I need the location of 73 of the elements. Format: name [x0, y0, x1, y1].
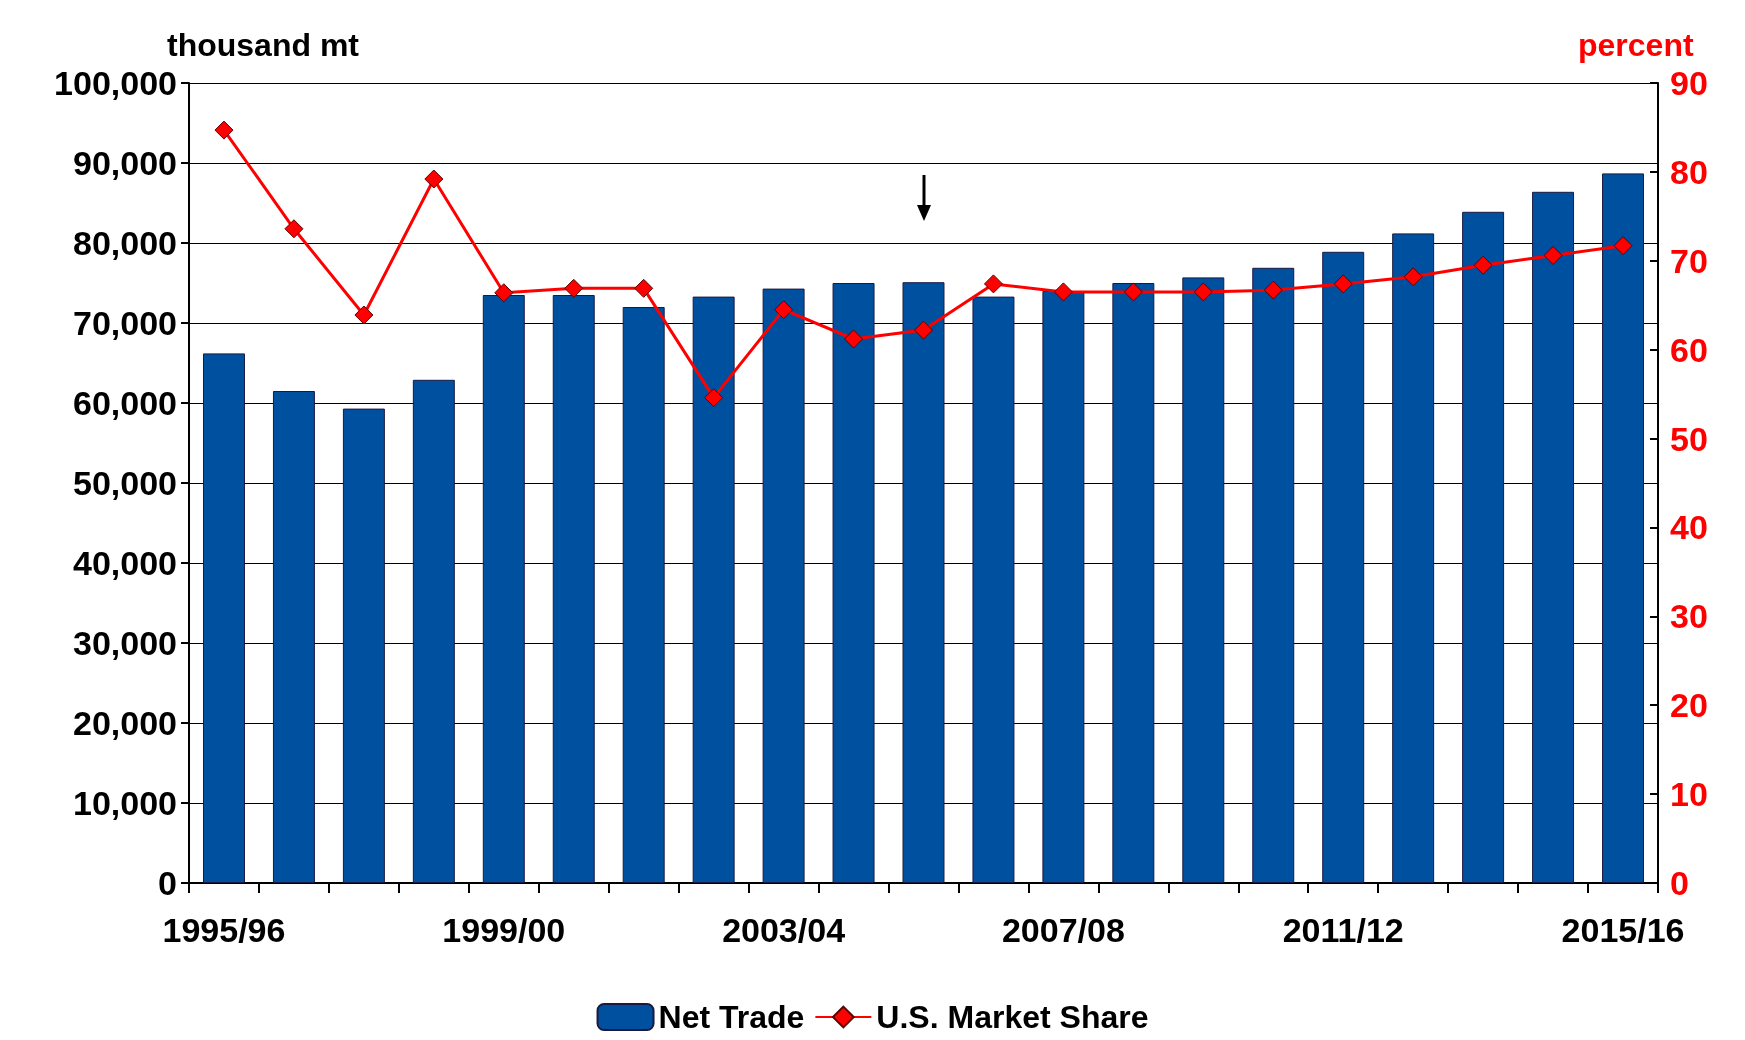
bar: [622, 307, 665, 883]
y2-axis-title: percent: [1578, 27, 1694, 63]
y-tick-label: 70,000: [73, 304, 177, 342]
point: [844, 329, 864, 349]
y-tick-label: 90,000: [73, 144, 177, 182]
bar: [202, 353, 245, 883]
point: [564, 278, 584, 298]
bar: [1322, 251, 1365, 883]
bar: [902, 282, 945, 883]
point: [1263, 280, 1283, 300]
bar: [1462, 211, 1505, 883]
point: [1473, 255, 1493, 275]
bar: [832, 283, 875, 883]
bar: [692, 296, 735, 883]
bar: [342, 408, 385, 883]
bar: [552, 295, 595, 883]
point: [1613, 236, 1633, 256]
x-tick-label: 2007/08: [1001, 911, 1125, 949]
y-axis-title: thousand mt: [167, 27, 360, 63]
bar: [1602, 173, 1645, 883]
y2-tick-label: 50: [1670, 419, 1708, 458]
y2-tick-label: 40: [1670, 508, 1708, 547]
bar: [972, 296, 1015, 883]
x-tick-label: 2003/04: [722, 911, 846, 949]
bar: [1042, 291, 1085, 883]
x-tick-label: 1999/00: [442, 911, 566, 949]
y2-tick-label: 90: [1670, 64, 1708, 102]
y2-tick-label: 10: [1670, 775, 1708, 814]
y-tick-label: 20,000: [73, 704, 177, 742]
point: [634, 278, 654, 298]
point: [1543, 245, 1563, 265]
x-tick-label: 1995/96: [162, 911, 286, 949]
y-tick-label: 100,000: [54, 64, 177, 102]
bar: [1112, 283, 1155, 883]
bar: [1182, 277, 1225, 883]
point: [494, 283, 514, 303]
bar: [1532, 191, 1575, 883]
point: [214, 120, 234, 140]
point: [1193, 282, 1213, 302]
legend-label: U.S. Market Share: [876, 999, 1149, 1035]
y2-tick-label: 0: [1670, 864, 1689, 902]
point: [914, 320, 933, 340]
bar: [1392, 233, 1435, 883]
y-tick-label: 60,000: [73, 384, 177, 422]
y2-tick-label: 60: [1670, 330, 1708, 369]
y-tick-label: 50,000: [73, 464, 177, 502]
x-tick-label: 2015/16: [1561, 911, 1685, 949]
y2-tick-label: 20: [1670, 686, 1708, 725]
y-tick-label: 30,000: [73, 624, 177, 662]
bar: [272, 391, 315, 883]
point: [1053, 282, 1073, 302]
point: [1123, 282, 1143, 302]
y2-tick-label: 80: [1670, 152, 1708, 191]
y-tick-label: 10,000: [73, 784, 177, 822]
point: [354, 305, 374, 325]
y2-tick-label: 70: [1670, 241, 1708, 280]
point: [704, 388, 724, 408]
legend-label: Net Trade: [658, 999, 805, 1035]
bar: [1252, 267, 1295, 883]
point: [284, 219, 304, 239]
point: [983, 274, 1003, 294]
point: [774, 300, 794, 320]
x-tick-label: 2011/12: [1282, 911, 1404, 949]
point: [1403, 267, 1423, 287]
point: [1333, 274, 1353, 294]
y2-tick-label: 30: [1670, 597, 1708, 636]
y-tick-label: 0: [158, 864, 177, 902]
bar: [482, 295, 525, 883]
bar: [412, 379, 455, 883]
y-tick-label: 40,000: [73, 544, 177, 582]
y-tick-label: 80,000: [73, 224, 177, 262]
bar: [762, 288, 805, 883]
point: [424, 169, 444, 189]
